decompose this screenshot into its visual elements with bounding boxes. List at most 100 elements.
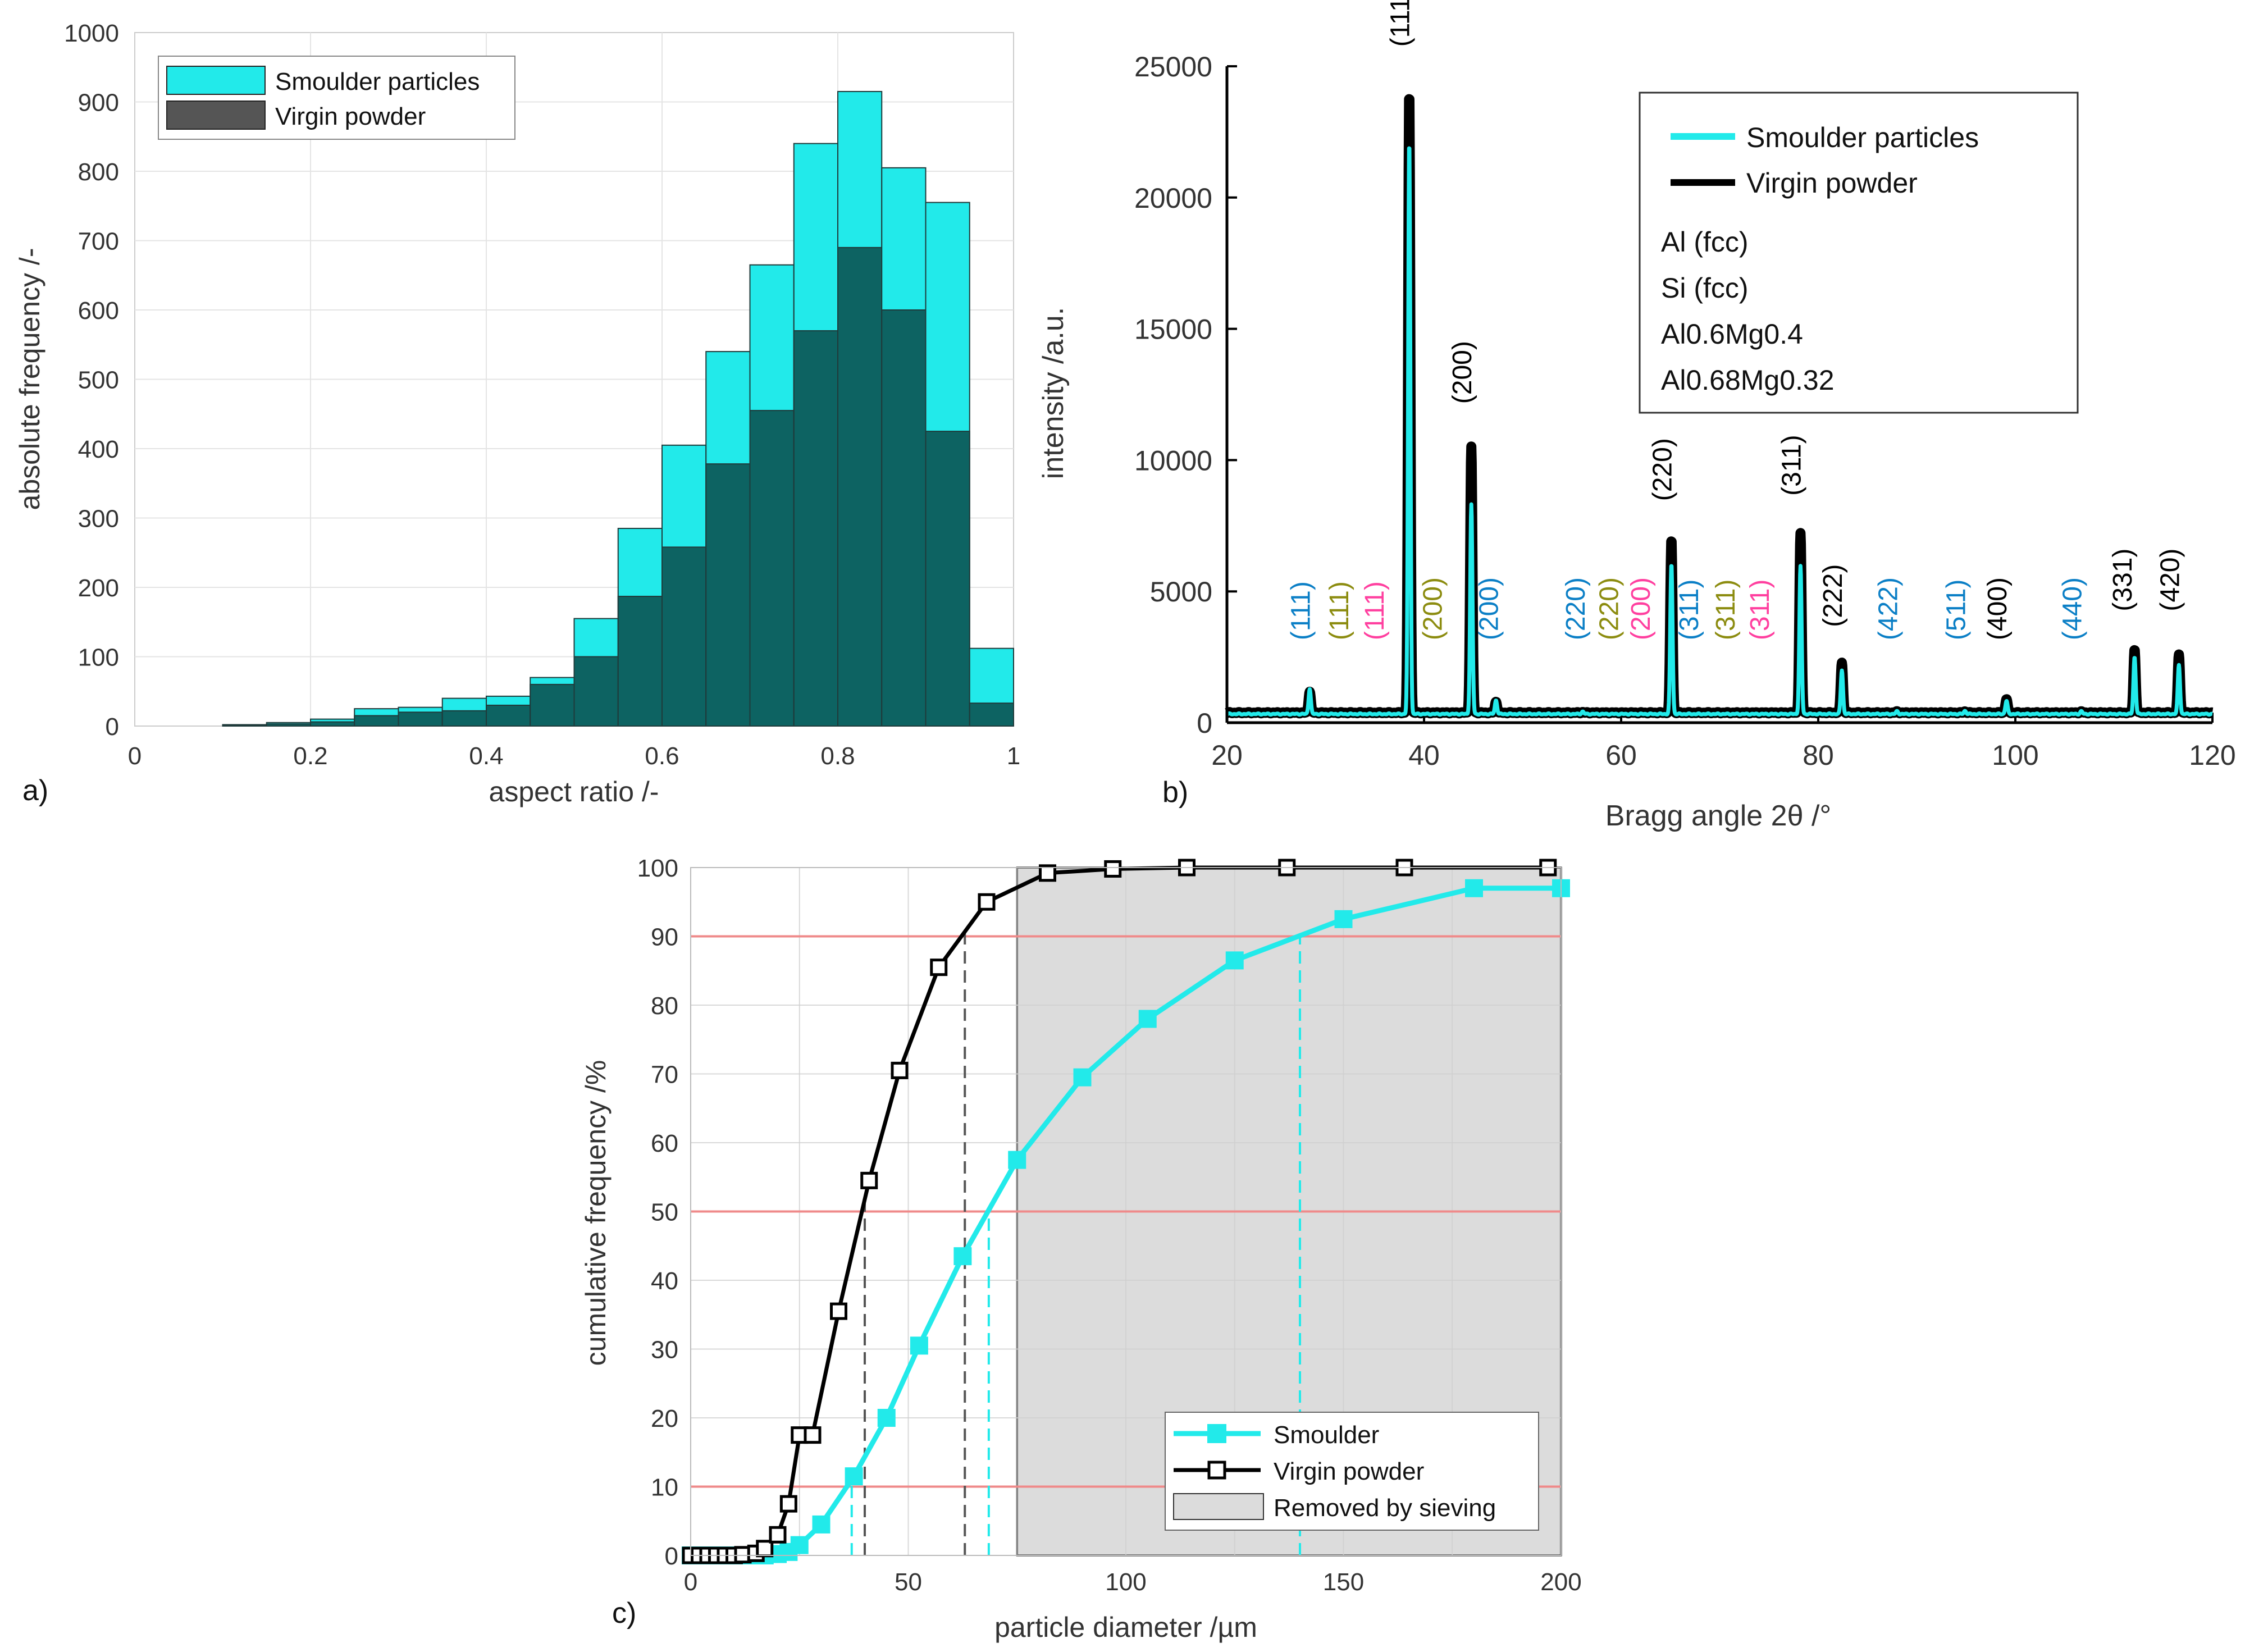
- marker-virgin: [930, 959, 948, 976]
- y-tick-label: 80: [651, 992, 678, 1020]
- bar-virgin: [837, 247, 883, 727]
- panel-b-xlabel: Bragg angle 2θ /°: [1605, 800, 1831, 832]
- peak-label: (200): [1448, 341, 1477, 404]
- marker-virgin: [1039, 864, 1056, 882]
- panel-c-frame: [690, 867, 1562, 1556]
- y-tick-label: 40: [651, 1267, 678, 1295]
- x-tick-label: 0.8: [820, 742, 855, 770]
- panel-a-xlabel: aspect ratio /-: [489, 776, 659, 807]
- panel-c-legend-marker-virgin: [1207, 1461, 1226, 1480]
- x-tick-label: 20: [1211, 740, 1243, 771]
- panel-a-histogram: 0 100 200 300 400 500 600 700 800 900 1000 0 0.2 0.4…: [14, 20, 1020, 807]
- y-tick-label: 0: [665, 1543, 678, 1570]
- panel-a-label: a): [22, 774, 48, 807]
- bar-virgin: [222, 724, 267, 727]
- panel-b-xrd: 0 5000 10000 15000 20000 25000 20 40 60 80 100 120…: [1037, 0, 2236, 832]
- y-tick-label: 1000: [64, 20, 119, 47]
- y-tick-label: 10000: [1134, 445, 1212, 476]
- panel-a-x-ticks: 0 0.2 0.4 0.6 0.8 1: [128, 742, 1020, 770]
- x-tick-label: 50: [895, 1568, 922, 1596]
- panel-b-legend-smoulder: Smoulder particles: [1746, 122, 1979, 153]
- peak-label: (200): [1418, 577, 1448, 640]
- marker-smoulder: [1334, 910, 1353, 928]
- panel-c-x-ticks: 0 50 100 150 200: [684, 1568, 1582, 1596]
- bar-virgin: [969, 702, 1014, 727]
- bar-virgin: [793, 330, 838, 727]
- peak-label: (420): [2155, 549, 2185, 611]
- panel-a-legend-swatch-smoulder: [166, 66, 266, 95]
- marker-virgin: [756, 1540, 774, 1558]
- y-tick-label: 100: [637, 855, 678, 882]
- x-tick-label: 80: [1803, 740, 1834, 771]
- peak-label: (200): [1475, 577, 1504, 640]
- panel-b-peak-annotations: (111) (111) (111)(111)(200)(200)(200) (220)…: [1286, 0, 2185, 640]
- panel-b-legend-box: [1639, 92, 2079, 414]
- marker-smoulder: [877, 1409, 896, 1427]
- y-tick-label: 0: [106, 713, 119, 741]
- y-tick-label: 20: [651, 1405, 678, 1432]
- y-tick-label: 900: [78, 89, 119, 117]
- bar-virgin: [881, 309, 927, 727]
- peak-label: (111): [1325, 581, 1354, 640]
- panel-b-legend-phase-al: Al (fcc): [1661, 226, 1749, 258]
- bar-virgin: [661, 546, 707, 727]
- peak-label: (111): [1386, 0, 1416, 47]
- y-tick-label: 400: [78, 436, 119, 463]
- y-tick-label: 100: [78, 644, 119, 672]
- marker-smoulder: [1008, 1151, 1026, 1169]
- panel-a-bars: [222, 90, 1014, 727]
- peak-label: (311): [1745, 579, 1775, 641]
- peak-label: (422): [1873, 577, 1903, 640]
- peak-label: (311): [1711, 579, 1741, 641]
- peak-label: (311): [1777, 435, 1806, 496]
- panel-c-cumulative: 0 10 20 30 40 50 60 70 80 90 100 0 50 100 150 200 part…: [580, 855, 1582, 1643]
- x-tick-label: 1: [1007, 742, 1020, 770]
- y-tick-label: 30: [651, 1336, 678, 1364]
- marker-virgin: [1104, 860, 1122, 878]
- x-tick-label: 0.6: [645, 742, 679, 770]
- peak-label: (200): [1626, 577, 1656, 640]
- marker-virgin: [978, 893, 996, 911]
- x-tick-label: 40: [1408, 740, 1440, 771]
- marker-smoulder: [910, 1336, 928, 1355]
- bar-virgin: [749, 410, 795, 727]
- panel-c-legend-marker-smoulder: [1207, 1424, 1226, 1443]
- panel-a-y-ticks: 0 100 200 300 400 500 600 700 800 900 1000: [64, 20, 119, 741]
- panel-b-x-ticks: 20 40 60 80 100 120: [1211, 713, 2236, 771]
- y-tick-label: 5000: [1150, 576, 1212, 608]
- y-tick-label: 15000: [1134, 314, 1212, 345]
- panel-a-ylabel: absolute frequency /-: [14, 248, 45, 510]
- y-tick-label: 70: [651, 1061, 678, 1089]
- panel-b-legend-phase-si: Si (fcc): [1661, 272, 1749, 304]
- bar-virgin: [310, 721, 355, 727]
- x-tick-label: 60: [1605, 740, 1637, 771]
- x-tick-label: 0.4: [469, 742, 503, 770]
- x-tick-label: 120: [2189, 740, 2235, 771]
- panel-a-legend-swatch-virgin: [166, 101, 266, 130]
- marker-virgin: [779, 1495, 797, 1513]
- marker-smoulder: [1465, 879, 1483, 897]
- x-tick-label: 150: [1323, 1568, 1364, 1596]
- bar-virgin: [441, 710, 487, 727]
- bar-virgin: [705, 463, 751, 727]
- x-tick-label: 0.2: [293, 742, 327, 770]
- y-tick-label: 20000: [1134, 182, 1212, 214]
- panel-a-legend: Smoulder particles Virgin powder: [158, 56, 515, 140]
- bar-virgin: [617, 596, 663, 727]
- y-tick-label: 200: [78, 574, 119, 602]
- peak-label: (220): [1648, 438, 1678, 501]
- y-tick-label: 25000: [1134, 51, 1212, 83]
- bar-virgin: [486, 704, 531, 727]
- bar-virgin: [530, 683, 575, 727]
- bar-virgin: [354, 715, 399, 727]
- y-tick-label: 50: [651, 1199, 678, 1226]
- peak-label: (222): [1818, 564, 1848, 627]
- x-tick-label: 100: [1105, 1568, 1146, 1596]
- panel-c-legend-virgin: Virgin powder: [1274, 1458, 1424, 1485]
- bar-virgin: [925, 431, 970, 727]
- y-tick-label: 500: [78, 367, 119, 394]
- marker-virgin: [830, 1302, 847, 1320]
- marker-smoulder: [812, 1515, 831, 1534]
- panel-b-legend: Smoulder particles Virgin powder Al (fcc…: [1639, 92, 2079, 414]
